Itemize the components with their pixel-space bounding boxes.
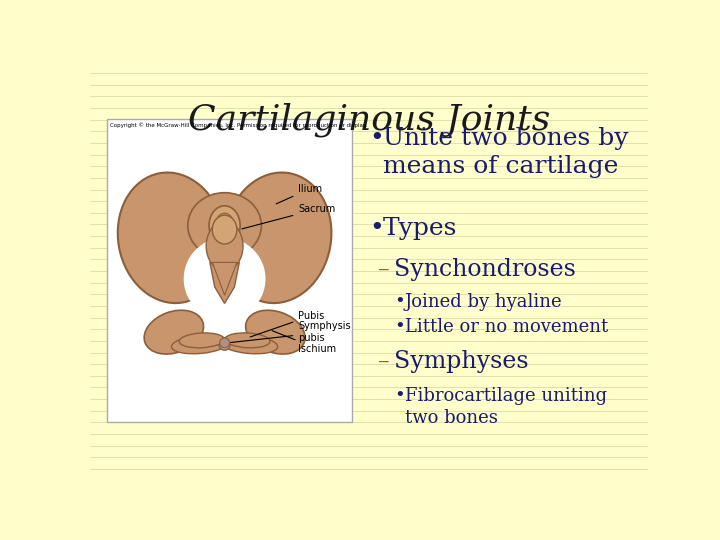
Text: Types: Types bbox=[383, 217, 457, 240]
Ellipse shape bbox=[220, 338, 230, 348]
Text: •: • bbox=[369, 217, 384, 240]
Ellipse shape bbox=[225, 333, 270, 348]
Ellipse shape bbox=[171, 335, 228, 354]
Ellipse shape bbox=[212, 215, 237, 244]
Ellipse shape bbox=[246, 310, 305, 354]
Text: Symphysis
pubis: Symphysis pubis bbox=[230, 321, 351, 343]
Text: Sacrum: Sacrum bbox=[242, 204, 336, 229]
Text: •: • bbox=[369, 127, 384, 150]
Ellipse shape bbox=[144, 310, 204, 354]
Text: Fibrocartilage uniting
two bones: Fibrocartilage uniting two bones bbox=[405, 387, 607, 427]
Text: Unite two bones by
means of cartilage: Unite two bones by means of cartilage bbox=[383, 127, 629, 178]
Text: Symphyses: Symphyses bbox=[394, 349, 528, 373]
Text: Little or no movement: Little or no movement bbox=[405, 319, 608, 336]
Text: Pubis: Pubis bbox=[250, 310, 325, 337]
Polygon shape bbox=[212, 262, 237, 295]
Text: Cartilaginous Joints: Cartilaginous Joints bbox=[188, 102, 550, 137]
Text: Ilium: Ilium bbox=[276, 184, 323, 204]
Text: •: • bbox=[394, 294, 405, 312]
Text: –: – bbox=[378, 258, 390, 281]
Text: Ischium: Ischium bbox=[272, 330, 336, 354]
Text: •: • bbox=[394, 387, 405, 405]
Ellipse shape bbox=[219, 339, 230, 350]
Ellipse shape bbox=[188, 193, 261, 258]
Text: Joined by hyaline: Joined by hyaline bbox=[405, 294, 562, 312]
Ellipse shape bbox=[220, 335, 278, 354]
Polygon shape bbox=[210, 262, 239, 303]
Ellipse shape bbox=[118, 172, 225, 303]
Text: –: – bbox=[378, 349, 390, 373]
Ellipse shape bbox=[179, 333, 224, 348]
Ellipse shape bbox=[184, 238, 266, 320]
Ellipse shape bbox=[209, 206, 240, 245]
Ellipse shape bbox=[206, 221, 243, 271]
Text: Synchondroses: Synchondroses bbox=[394, 258, 576, 281]
Bar bbox=[107, 119, 352, 422]
Ellipse shape bbox=[190, 236, 259, 314]
Ellipse shape bbox=[215, 213, 233, 236]
Ellipse shape bbox=[224, 172, 331, 303]
Text: Copyright © the McGraw-Hill Companies, Inc. Permission required for reproduction: Copyright © the McGraw-Hill Companies, I… bbox=[110, 122, 367, 127]
Text: •: • bbox=[394, 319, 405, 336]
